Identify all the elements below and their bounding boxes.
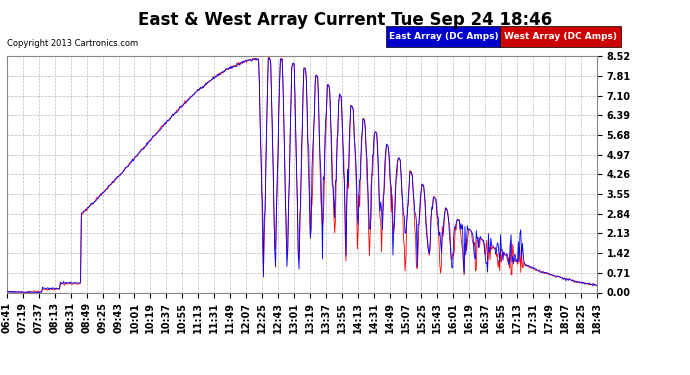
Text: East & West Array Current Tue Sep 24 18:46: East & West Array Current Tue Sep 24 18:… xyxy=(138,11,552,29)
Text: Copyright 2013 Cartronics.com: Copyright 2013 Cartronics.com xyxy=(7,39,138,48)
Text: West Array (DC Amps): West Array (DC Amps) xyxy=(504,32,617,41)
Text: East Array (DC Amps): East Array (DC Amps) xyxy=(388,32,498,41)
